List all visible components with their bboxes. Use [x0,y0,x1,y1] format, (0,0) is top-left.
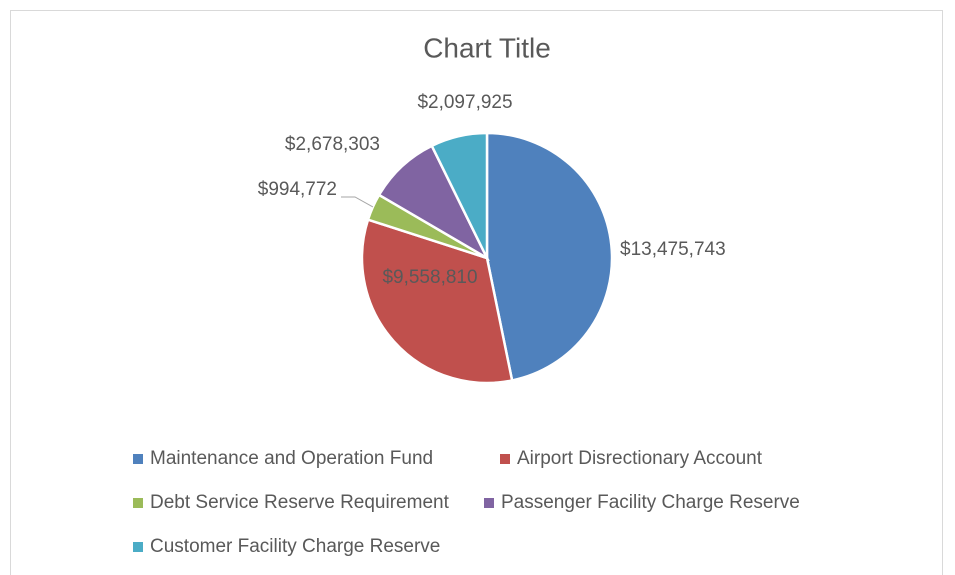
data-label: $994,772 [258,179,337,200]
data-label: $13,475,743 [620,239,726,260]
legend-label: Airport Disrectionary Account [517,448,763,469]
legend-marker [484,498,494,508]
data-label: $2,097,925 [417,92,512,113]
data-label: $9,558,810 [382,267,477,288]
legend-label: Passenger Facility Charge Reserve [501,492,800,513]
pie-slice [360,218,514,385]
chart-title: Chart Title [423,32,551,63]
legend-label: Debt Service Reserve Requirement [150,492,450,513]
pie-slice [485,131,614,382]
legend-marker [133,542,143,552]
leader-line [341,196,374,208]
legend-label: Maintenance and Operation Fund [150,448,433,469]
legend-marker [133,498,143,508]
data-label: $2,678,303 [285,134,380,155]
pie-slice [430,131,489,259]
legend-label: Customer Facility Charge Reserve [150,536,440,557]
legend-marker [133,454,143,464]
legend-marker [500,454,510,464]
